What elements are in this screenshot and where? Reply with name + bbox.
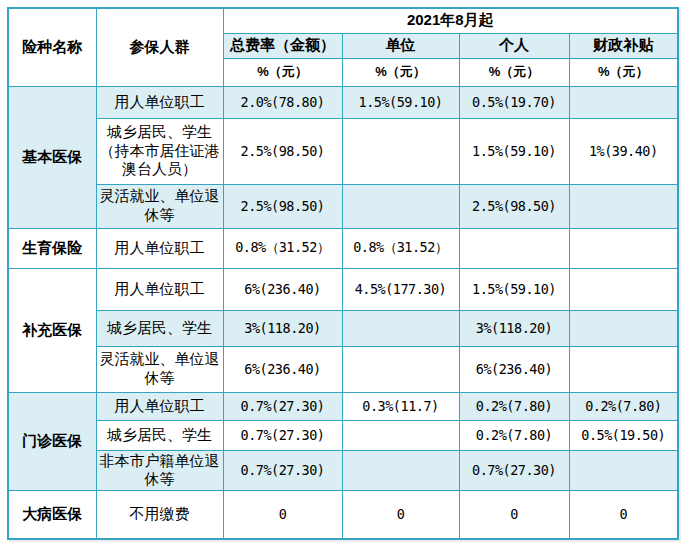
value-cell: 2.5%(98.50) xyxy=(459,184,569,228)
value-cell: 0 xyxy=(569,491,678,539)
value-cell xyxy=(569,184,678,228)
value-cell xyxy=(569,346,678,392)
value-cell: 2.5%(98.50) xyxy=(223,118,342,184)
value-cell: 6%(236.40) xyxy=(223,268,342,310)
value-cell: 0.7%(27.30) xyxy=(223,420,342,450)
table-row: 灵活就业、单位退休等2.5%(98.50)2.5%(98.50) xyxy=(8,184,678,228)
value-cell xyxy=(342,184,459,228)
value-cell: 1.5%(59.10) xyxy=(342,86,459,118)
value-cell: 0 xyxy=(223,491,342,539)
table-row: 基本医保用人单位职工2.0%(78.80)1.5%(59.10)0.5%(19.… xyxy=(8,86,678,118)
value-cell: 0.5%(19.50) xyxy=(569,420,678,450)
value-cell xyxy=(569,268,678,310)
value-cell: 4.5%(177.30) xyxy=(342,268,459,310)
table-row: 补充医保用人单位职工6%(236.40)4.5%(177.30)1.5%(59.… xyxy=(8,268,678,310)
section-label-cell: 生育保险 xyxy=(8,228,96,268)
group-cell: 灵活就业、单位退休等 xyxy=(96,346,223,392)
group-cell: 用人单位职工 xyxy=(96,268,223,310)
header-total-rate: 总费率（金额） xyxy=(223,33,342,58)
group-cell: 城乡居民、学生（持本市居住证港澳台人员） xyxy=(96,118,223,184)
group-cell: 不用缴费 xyxy=(96,491,223,539)
header-period: 2021年8月起 xyxy=(223,8,678,33)
value-cell: 0.3%(11.7) xyxy=(342,392,459,420)
value-cell: 0.7%(27.30) xyxy=(223,392,342,420)
header-row-period: 险种名称 参保人群 2021年8月起 xyxy=(8,8,678,33)
header-unit: %（元） xyxy=(569,58,678,86)
value-cell xyxy=(569,228,678,268)
header-employer: 单位 xyxy=(342,33,459,58)
table-body: 基本医保用人单位职工2.0%(78.80)1.5%(59.10)0.5%(19.… xyxy=(8,86,678,539)
value-cell: 0 xyxy=(342,491,459,539)
value-cell xyxy=(342,450,459,491)
value-cell: 0.2%(7.80) xyxy=(459,392,569,420)
value-cell: 0 xyxy=(459,491,569,539)
value-cell: 0.7%(27.30) xyxy=(223,450,342,491)
table-row: 大病医保不用缴费0000 xyxy=(8,491,678,539)
section-label-cell: 大病医保 xyxy=(8,491,96,539)
value-cell xyxy=(342,420,459,450)
group-cell: 城乡居民、学生 xyxy=(96,310,223,346)
value-cell: 6%(236.40) xyxy=(459,346,569,392)
value-cell xyxy=(342,346,459,392)
value-cell xyxy=(569,86,678,118)
value-cell: 0.7%(27.30) xyxy=(459,450,569,491)
table-row: 城乡居民、学生（持本市居住证港澳台人员）2.5%(98.50) 1.5%(59.1… xyxy=(8,118,678,184)
value-cell xyxy=(569,310,678,346)
table-row: 门诊医保用人单位职工0.7%(27.30)0.3%(11.7)0.2%(7.80… xyxy=(8,392,678,420)
value-cell: 0.8%（31.52） xyxy=(223,228,342,268)
value-cell: 0.2%(7.80) xyxy=(569,392,678,420)
header-unit: %（元） xyxy=(342,58,459,86)
value-cell: 2.5%(98.50) xyxy=(223,184,342,228)
table-row: 灵活就业、单位退休等6%(236.40)6%(236.40) xyxy=(8,346,678,392)
table-row: 城乡居民、学生3%(118.20)3%(118.20) xyxy=(8,310,678,346)
value-cell: 0.5%(19.70) xyxy=(459,86,569,118)
value-cell xyxy=(459,228,569,268)
group-cell: 用人单位职工 xyxy=(96,86,223,118)
value-cell xyxy=(342,310,459,346)
header-unit: %（元） xyxy=(223,58,342,86)
group-cell: 城乡居民、学生 xyxy=(96,420,223,450)
section-label-cell: 门诊医保 xyxy=(8,392,96,491)
group-cell: 灵活就业、单位退休等 xyxy=(96,184,223,228)
value-cell: 6%(236.40) xyxy=(223,346,342,392)
value-cell: 1.5%(59.10) xyxy=(459,268,569,310)
group-cell: 用人单位职工 xyxy=(96,392,223,420)
value-cell: 3%(118.20) xyxy=(223,310,342,346)
insurance-rate-table: 险种名称 参保人群 2021年8月起 总费率（金额） 单位 个人 财政补贴 %（… xyxy=(7,7,679,540)
header-individual: 个人 xyxy=(459,33,569,58)
header-insurance-type: 险种名称 xyxy=(8,8,96,86)
value-cell: 1.5%(59.10) xyxy=(459,118,569,184)
value-cell: 2.0%(78.80) xyxy=(223,86,342,118)
value-cell: 3%(118.20) xyxy=(459,310,569,346)
value-cell: 1%(39.40) xyxy=(569,118,678,184)
header-unit: %（元） xyxy=(459,58,569,86)
table-row: 生育保险用人单位职工0.8%（31.52）0.8%（31.52） xyxy=(8,228,678,268)
group-cell: 用人单位职工 xyxy=(96,228,223,268)
header-insured-group: 参保人群 xyxy=(96,8,223,86)
value-cell: 0.2%(7.80) xyxy=(459,420,569,450)
group-cell: 非本市户籍单位退休等 xyxy=(96,450,223,491)
section-label-cell: 补充医保 xyxy=(8,268,96,392)
table-row: 城乡居民、学生0.7%(27.30) 0.2%(7.80)0.5%(19.50) xyxy=(8,420,678,450)
table-row: 非本市户籍单位退休等0.7%(27.30)0.7%(27.30) xyxy=(8,450,678,491)
header-subsidy: 财政补贴 xyxy=(569,33,678,58)
value-cell xyxy=(569,450,678,491)
value-cell: 0.8%（31.52） xyxy=(342,228,459,268)
section-label-cell: 基本医保 xyxy=(8,86,96,228)
value-cell xyxy=(342,118,459,184)
page: 险种名称 参保人群 2021年8月起 总费率（金额） 单位 个人 财政补贴 %（… xyxy=(0,0,685,540)
